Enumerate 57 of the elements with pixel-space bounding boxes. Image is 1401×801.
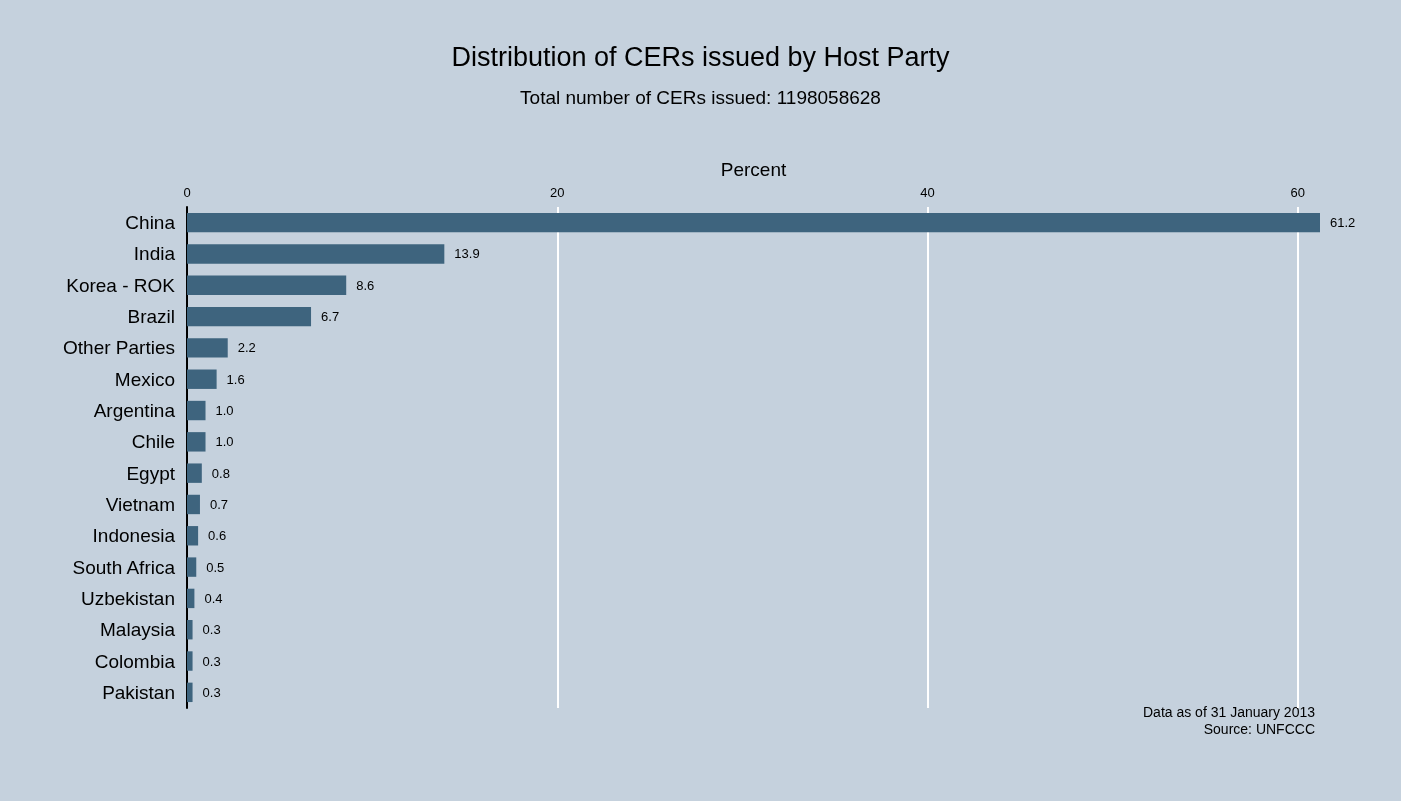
data-label: 0.5 xyxy=(206,559,225,575)
chart-title: Distribution of CERs issued by Host Party xyxy=(451,41,951,72)
y-tick-label: Egypt xyxy=(126,462,176,484)
bar xyxy=(187,212,1320,233)
y-tick-label: South Africa xyxy=(72,556,176,578)
bar xyxy=(187,526,199,546)
bar xyxy=(187,588,195,609)
chart-subtitle: Total number of CERs issued: 1198058628 xyxy=(520,87,881,108)
y-tick-label: Indonesia xyxy=(92,525,176,547)
data-label: 8.6 xyxy=(356,277,375,293)
bar xyxy=(187,338,228,358)
data-label: 0.7 xyxy=(209,496,229,512)
y-tick-label: Other Parties xyxy=(63,337,175,359)
bar xyxy=(187,651,193,671)
data-label: 0.3 xyxy=(202,653,221,669)
x-tick-label: 60 xyxy=(1290,185,1306,200)
data-label: 1.6 xyxy=(226,371,245,387)
bar xyxy=(187,682,193,703)
data-label: 61.2 xyxy=(1330,215,1356,231)
data-label: 6.7 xyxy=(321,309,340,325)
source-note: Source: UNFCCC xyxy=(1203,721,1315,737)
bar xyxy=(187,557,197,577)
y-tick-label: Vietnam xyxy=(105,493,175,515)
bar xyxy=(187,620,193,640)
y-tick-label: China xyxy=(125,212,176,234)
y-tick-label: Chile xyxy=(131,431,175,453)
x-tick-label: 40 xyxy=(920,185,935,200)
bar xyxy=(187,306,312,327)
y-tick-label: Malaysia xyxy=(100,619,176,641)
data-label: 13.9 xyxy=(454,246,480,262)
y-tick-label: Argentina xyxy=(93,400,176,422)
bar xyxy=(187,244,445,264)
y-tick-label: Mexico xyxy=(114,368,175,390)
data-label: 0.3 xyxy=(202,622,221,638)
x-tick-label: 20 xyxy=(550,185,565,200)
x-axis-title: Percent xyxy=(720,159,787,180)
data-label: 1.0 xyxy=(215,434,234,450)
data-label: 0.6 xyxy=(208,528,227,544)
y-tick-label: Brazil xyxy=(127,306,175,328)
y-tick-label: Colombia xyxy=(94,650,176,672)
bar xyxy=(187,432,206,452)
y-tick-label: Pakistan xyxy=(102,681,175,703)
bar xyxy=(187,400,206,421)
data-label: 0.3 xyxy=(202,684,221,700)
y-tick-label: Uzbekistan xyxy=(81,587,175,609)
data-label: 0.4 xyxy=(204,590,223,606)
y-tick-label: Korea - ROK xyxy=(66,274,176,296)
bar xyxy=(187,463,202,483)
bar xyxy=(187,494,200,515)
annotation: Data as of 31 January 2013 xyxy=(1142,704,1316,720)
bar xyxy=(187,369,217,389)
bar xyxy=(187,275,347,295)
data-label: 1.0 xyxy=(215,403,234,419)
data-label: 2.2 xyxy=(237,340,256,356)
y-tick-label: India xyxy=(133,243,176,265)
x-tick-label: 0 xyxy=(183,185,191,200)
data-label: 0.8 xyxy=(211,465,230,481)
